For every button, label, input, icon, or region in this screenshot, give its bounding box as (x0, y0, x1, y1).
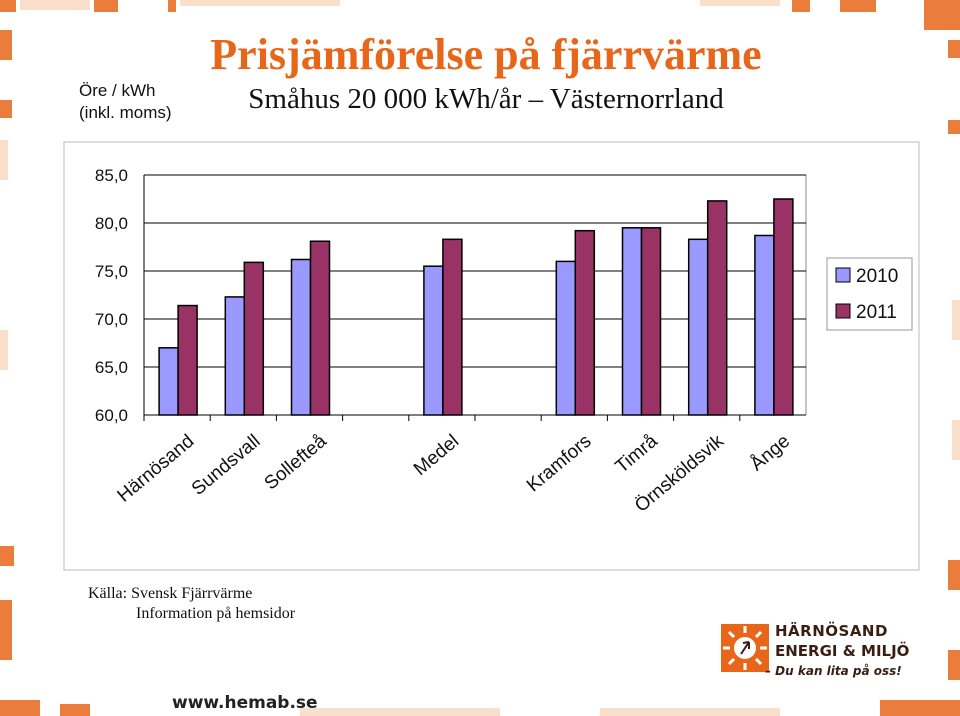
border-square (948, 650, 960, 680)
x-tick-label: Sollefteå (261, 430, 331, 494)
page-subtitle: Småhus 20 000 kWh/år – Västernorrland (248, 83, 724, 115)
border-square (0, 700, 40, 716)
bar-2010-Örnsköldsvik (687, 238, 709, 416)
border-square (952, 300, 960, 340)
bar-2010-Härnösand (158, 347, 179, 416)
bar-2011-Timrå (640, 227, 662, 416)
page-title: Prisjämförelse på fjärrvärme (210, 30, 762, 79)
y-tick-label: 65,0 (95, 358, 128, 377)
y-tick-label: 70,0 (95, 310, 128, 329)
border-square (700, 0, 780, 6)
border-square (600, 708, 780, 716)
bar-2010-Medel (423, 265, 444, 416)
website-link[interactable]: www.hemab.se (172, 693, 318, 713)
border-square (952, 420, 960, 460)
x-tick-label: Kramfors (523, 431, 596, 497)
bar-2010-Kramfors (555, 260, 577, 416)
x-tick-label: Sundsvall (188, 431, 265, 500)
border-square (20, 0, 90, 10)
border-square (168, 0, 176, 12)
company-logo: HÄRNÖSAND ENERGI & MILJÖ – Du kan lita p… (721, 622, 931, 682)
x-tick-label: Timrå (612, 430, 662, 477)
bar-2011-Härnösand (177, 304, 198, 416)
border-square (0, 140, 8, 180)
x-tick-label: Medel (410, 431, 463, 480)
logo-line-1: HÄRNÖSAND (775, 622, 888, 640)
logo-tagline: – Du kan lita på oss! (765, 664, 902, 678)
logo-line-2: ENERGI & MILJÖ (775, 642, 910, 660)
border-square (880, 700, 960, 716)
border-square (180, 0, 340, 6)
legend-label-2010: 2010 (856, 266, 898, 287)
border-square (94, 0, 118, 12)
border-square (0, 30, 12, 60)
bar-2011-Örnsköldsvik (706, 200, 728, 416)
y-tick-label: 85,0 (95, 166, 128, 185)
border-square (948, 120, 960, 134)
border-square (0, 600, 12, 660)
bar-2011-Sollefteå (309, 240, 331, 416)
border-square (0, 0, 16, 12)
border-square (948, 40, 960, 58)
y-tick-label: 80,0 (95, 214, 128, 233)
bar-2010-Ånge (754, 234, 775, 416)
source-note: Källa: Svensk Fjärrvärme Information på … (88, 584, 295, 624)
legend: 2010 2011 (826, 257, 913, 331)
unit-line-1: Öre / kWh (79, 81, 156, 100)
bar-2011-Sundsvall (243, 261, 265, 416)
border-square (948, 560, 960, 590)
border-square (60, 704, 90, 716)
x-tick-label: Härnösand (114, 431, 199, 507)
border-square (0, 546, 14, 566)
border-square (840, 0, 876, 12)
source-line-2: Information på hemsidor (136, 605, 296, 622)
bar-chart: 85,0 80,0 75,0 70,0 65,0 60,0 HärnösandSundsva… (63, 141, 920, 571)
sun-icon (721, 624, 769, 672)
bar-2010-Timrå (621, 227, 643, 416)
border-square (0, 100, 12, 118)
chart-frame (63, 141, 920, 571)
legend-swatch-2011 (835, 303, 851, 319)
border-square (924, 0, 960, 30)
y-tick-label: 75,0 (95, 262, 128, 281)
y-axis-unit-label: Öre / kWh (inkl. moms) (79, 80, 189, 124)
bar-2010-Sundsvall (224, 296, 246, 416)
x-tick-label: Ånge (747, 431, 794, 476)
border-square (792, 0, 810, 12)
unit-line-2: (inkl. moms) (79, 103, 172, 122)
legend-label-2011: 2011 (856, 302, 897, 323)
border-square (300, 708, 500, 716)
legend-swatch-2010 (835, 267, 851, 283)
y-tick-label: 60,0 (95, 406, 128, 425)
border-square (0, 330, 8, 370)
bar-2011-Kramfors (574, 229, 596, 416)
source-line-1: Källa: Svensk Fjärrvärme (88, 585, 253, 602)
bar-2011-Ånge (773, 198, 794, 416)
bar-2011-Medel (442, 238, 463, 416)
bar-2010-Sollefteå (290, 258, 312, 416)
